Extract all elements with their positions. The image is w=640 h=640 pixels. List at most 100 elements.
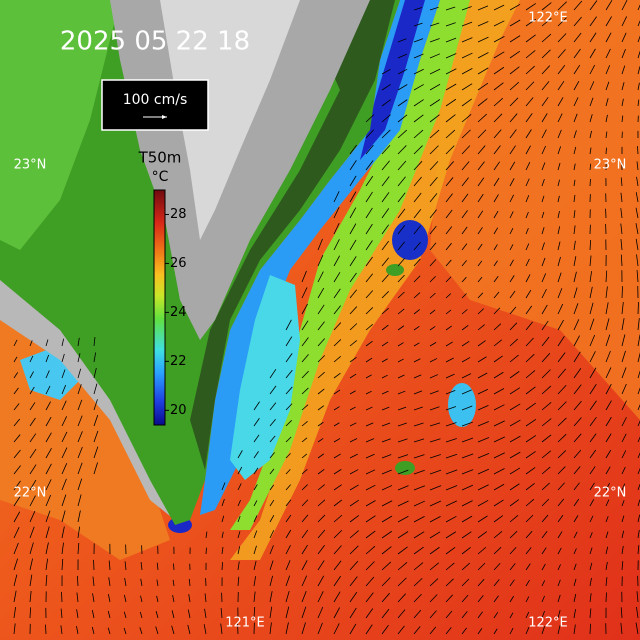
vector (365, 129, 374, 139)
vector (381, 515, 393, 523)
vector (637, 82, 640, 91)
vector (269, 368, 277, 379)
vector (509, 546, 517, 555)
vector (573, 271, 577, 283)
vector (349, 340, 358, 347)
vector (397, 454, 409, 459)
vector (397, 374, 405, 379)
vector (413, 422, 424, 427)
vector (635, 192, 639, 203)
vector (621, 350, 626, 363)
vector (477, 67, 489, 75)
vector (317, 544, 325, 555)
vector (413, 225, 421, 235)
vector (333, 406, 340, 411)
vector (285, 453, 291, 459)
vector (301, 499, 309, 507)
vector (493, 260, 498, 267)
vector (573, 287, 578, 299)
vector (605, 449, 612, 459)
vector (349, 406, 356, 411)
vector (557, 129, 562, 139)
vector (140, 561, 143, 571)
vector (525, 305, 533, 315)
vector (397, 258, 405, 267)
vector (397, 342, 404, 347)
vector (445, 531, 457, 539)
vector (445, 422, 457, 427)
vector (13, 480, 21, 491)
vector (317, 371, 325, 379)
vector (397, 129, 408, 139)
vector (557, 288, 563, 299)
vector (461, 52, 473, 59)
vector (541, 353, 551, 363)
vector (237, 499, 241, 507)
vector (493, 579, 500, 587)
vector (349, 576, 358, 587)
vector (61, 542, 64, 555)
vector (429, 454, 441, 459)
vector (13, 606, 17, 619)
vector (573, 163, 576, 171)
vector (429, 309, 436, 315)
vector (557, 319, 564, 331)
vector (77, 353, 81, 363)
lon-label: 122°E (528, 11, 568, 26)
vector (589, 48, 596, 59)
vector (29, 526, 35, 539)
vector (621, 49, 626, 59)
vector (365, 114, 375, 123)
vector (365, 273, 374, 283)
vector (381, 422, 391, 427)
vector (605, 270, 608, 283)
vector (285, 622, 289, 635)
vector (477, 276, 483, 283)
vector (365, 307, 374, 315)
vector (493, 339, 503, 347)
vector (333, 239, 340, 251)
vector (541, 626, 545, 635)
vector (301, 622, 306, 635)
vector (541, 514, 549, 523)
vector (91, 610, 95, 619)
vector (445, 209, 453, 219)
vector (509, 19, 521, 27)
vector (301, 575, 308, 587)
vector (493, 36, 505, 43)
vector (557, 531, 563, 539)
vector (509, 354, 519, 363)
vector (573, 130, 577, 139)
vector (365, 406, 373, 411)
vector (253, 515, 258, 523)
vector (187, 624, 191, 635)
vector (349, 422, 357, 427)
vector (621, 16, 628, 27)
vector (13, 372, 19, 379)
vector (477, 372, 488, 379)
vector (557, 256, 561, 267)
vector (349, 160, 357, 171)
vector (525, 370, 536, 379)
vector (76, 626, 79, 635)
vector (461, 293, 467, 299)
vector (621, 286, 623, 299)
vector (413, 160, 423, 171)
vector (541, 304, 548, 315)
vector (333, 591, 341, 603)
vector (541, 336, 550, 347)
vector (541, 450, 552, 459)
vector (525, 18, 537, 27)
vector (269, 435, 276, 443)
vector (573, 548, 577, 555)
vector (525, 161, 531, 171)
vector (509, 81, 520, 91)
vector (381, 577, 391, 587)
vector (92, 576, 95, 587)
vector (477, 562, 486, 571)
vector (381, 114, 391, 123)
vector (605, 516, 609, 523)
vector (557, 579, 561, 587)
vector (573, 225, 576, 235)
vector (557, 401, 567, 411)
